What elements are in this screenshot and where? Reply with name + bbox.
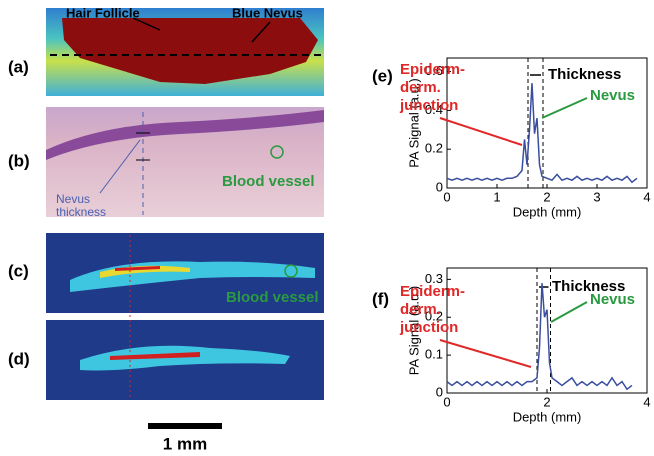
annotation: Nevus [590,87,635,104]
x-axis-label: Depth (mm) [513,204,582,219]
annotation: Hair Follicle [66,5,140,20]
arrow [99,139,141,194]
arrow [550,301,588,323]
arrow [439,339,532,368]
panel-label: (a) [8,57,29,76]
y-tick-label: 0.1 [425,347,443,362]
annotation: thickness [56,205,106,219]
y-tick-label: 0 [436,179,443,194]
x-tick-label: 4 [643,394,650,409]
signal [115,266,160,271]
data-line [446,83,638,184]
panel-label: (f) [372,289,389,308]
signal [110,352,200,360]
y-tick-label: 0.2 [425,141,443,156]
annotation: Blood vessel [226,289,319,306]
vessel-marker [284,264,298,278]
y-tick-label: 0.2 [425,309,443,324]
panel-label: (e) [372,66,393,85]
annotation: junction [399,319,458,336]
scale-label: 1 mm [163,434,207,453]
panel-label: (b) [8,151,30,170]
signal [80,345,290,371]
arrow [251,21,271,43]
annotation: Nevus [590,291,635,308]
annotation: Thickness [548,66,621,83]
y-tick-label: 0 [436,384,443,399]
x-tick-label: 2 [543,189,550,204]
annotation: Thickness [552,278,625,295]
panel-label: (d) [8,349,30,368]
arrow [132,17,161,31]
x-tick-label: 0 [443,394,450,409]
y-tick-label: 0.3 [425,271,443,286]
annotation: Blood vessel [222,173,315,190]
annotation: Nevus [56,192,90,206]
x-tick-label: 1 [493,189,500,204]
y-tick-label: 0.4 [425,102,443,117]
arrow [439,117,523,146]
x-tick-label: 2 [543,394,550,409]
annotation: Epiderm- [400,61,465,78]
nevus-region [62,18,318,84]
epidermis [46,110,324,160]
x-tick-label: 0 [443,189,450,204]
x-axis-label: Depth (mm) [513,409,582,424]
y-axis-label: PA Signal (a.u.) [406,78,421,167]
labels: (a) (b) (c) (d) (e) (f) Hair Follicle Bl… [8,5,393,453]
annotation: derm. [400,79,441,96]
x-tick-label: 4 [643,189,650,204]
data-line [446,283,633,391]
panel-label: (c) [8,261,29,280]
y-tick-label: 0.6 [425,63,443,78]
annotation: Epiderm- [400,283,465,300]
annotation: junction [399,97,458,114]
annotation: Blue Nevus [232,5,303,20]
y-axis-label: PA Signal (a.u.) [406,286,421,375]
arrow [541,97,588,119]
vessel-marker [270,145,284,159]
x-tick-label: 3 [593,189,600,204]
annotation: derm. [400,301,441,318]
scale-bar [148,423,222,429]
